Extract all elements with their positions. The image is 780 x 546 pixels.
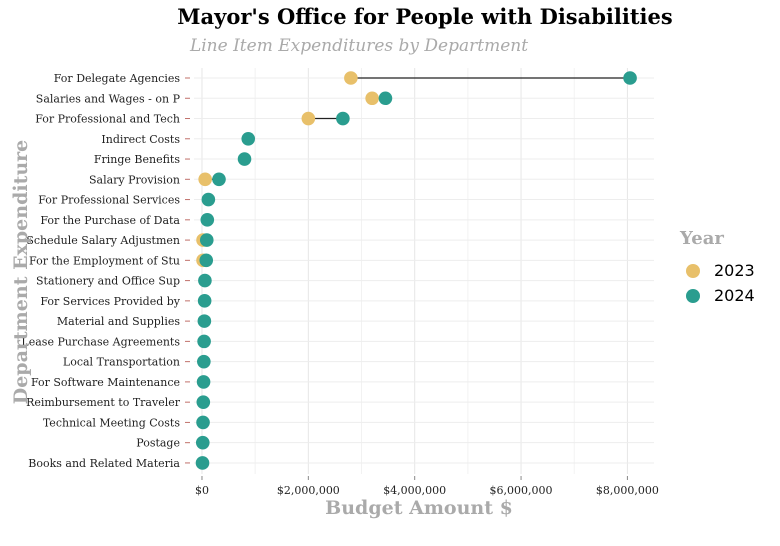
legend-title: Year	[680, 228, 724, 249]
chart-subtitle: Line Item Expenditures by Department	[189, 36, 529, 56]
point-2024-3	[241, 131, 256, 146]
x-tick-label-0: $0	[195, 484, 209, 497]
y-tick-label-5: Salary Provision	[89, 173, 180, 186]
legend-item-2024: 2024	[680, 286, 780, 305]
point-2024-7	[200, 213, 215, 227]
y-tick-label-1: Salaries and Wages - on P	[36, 92, 181, 105]
x-axis-label: Budget Amount $	[325, 497, 513, 519]
point-2024-1	[378, 91, 393, 106]
point-2024-0	[623, 71, 637, 85]
point-2024-14	[197, 354, 211, 369]
grid	[194, 68, 654, 474]
y-tick-label-12: Material and Supplies	[57, 315, 181, 328]
point-2024-6	[201, 192, 216, 207]
y-tick-labels: For Delegate Agencies Salaries and Wages …	[21, 72, 190, 470]
y-tick-label-2: For Professional and Tech	[35, 113, 180, 126]
x-tick-labels: $0 $2,000,000 $4,000,000 $6,000,000 $8,000,0…	[195, 476, 659, 497]
point-2024-15	[196, 375, 211, 389]
legend-label-2023: 2023	[714, 261, 755, 280]
point-2024-2	[336, 111, 350, 126]
point-2024-8	[199, 233, 214, 247]
point-2024-13	[197, 334, 211, 349]
x-tick-label-1: $2,000,000	[277, 484, 340, 497]
y-tick-label-11: For Services Provided by	[40, 295, 180, 308]
point-2024-12	[197, 314, 212, 328]
y-tick-label-18: Postage	[136, 437, 180, 450]
y-tick-label-16: Reimbursement to Traveler	[26, 396, 181, 409]
y-tick-label-14: Local Transportation	[63, 356, 180, 369]
y-tick-label-3: Indirect Costs	[101, 133, 180, 146]
connector-lines	[203, 77, 631, 261]
y-tick-label-13: Lease Purchase Agreements	[21, 335, 180, 348]
x-tick-label-3: $6,000,000	[490, 484, 553, 497]
y-tick-label-7: For the Purchase of Data	[40, 214, 180, 227]
point-2023-5	[198, 172, 212, 187]
point-2024-18	[195, 435, 210, 450]
point-2024-9	[199, 253, 214, 268]
point-2023-1	[365, 91, 379, 106]
data-points	[195, 71, 637, 470]
legend-swatch-2023	[686, 263, 700, 278]
legend-label-2024: 2024	[714, 286, 755, 305]
legend-swatch-2024	[686, 288, 700, 303]
point-2024-5	[212, 172, 226, 187]
point-2024-11	[197, 294, 212, 308]
y-tick-label-8: Schedule Salary Adjustmen	[26, 234, 180, 247]
y-tick-label-0: For Delegate Agencies	[54, 72, 181, 85]
point-2024-4	[237, 152, 252, 166]
legend: Year 2023 2024	[680, 228, 780, 311]
point-2024-16	[196, 395, 211, 409]
point-2024-19	[195, 456, 210, 470]
y-tick-label-4: Fringe Benefits	[94, 153, 180, 166]
y-axis-label: Department Expenditure	[10, 140, 32, 405]
y-tick-label-17: Technical Meeting Costs	[43, 416, 181, 429]
y-tick-label-19: Books and Related Materia	[28, 457, 180, 470]
x-tick-label-4: $8,000,000	[596, 484, 659, 497]
y-tick-label-9: For the Employment of Stu	[29, 254, 180, 267]
y-tick-label-10: Stationery and Office Sup	[36, 275, 180, 288]
point-2023-0	[344, 71, 358, 85]
legend-item-2023: 2023	[680, 261, 780, 280]
point-2024-17	[196, 415, 210, 430]
chart-title: Mayor's Office for People with Disabilit…	[177, 4, 673, 29]
x-tick-label-2: $4,000,000	[383, 484, 446, 497]
y-tick-label-6: For Professional Services	[38, 194, 180, 207]
point-2024-10	[198, 273, 212, 288]
y-tick-label-15: For Software Maintenance	[31, 376, 180, 389]
point-2023-2	[301, 111, 316, 126]
